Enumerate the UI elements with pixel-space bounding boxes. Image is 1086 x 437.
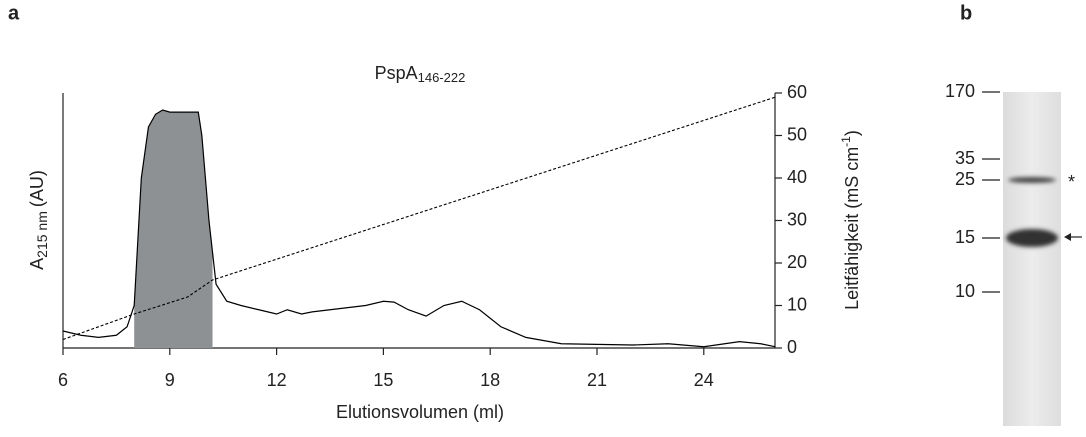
chart-title: PspA146-222 xyxy=(375,63,466,86)
title-sub: 146-222 xyxy=(418,70,466,85)
marker-label: 35 xyxy=(955,148,975,168)
y2-label-end: ) xyxy=(842,130,862,136)
title-main: PspA xyxy=(375,63,418,83)
marker-label: 10 xyxy=(955,281,975,301)
marker-label: 25 xyxy=(955,169,975,189)
absorbance-line xyxy=(62,109,776,348)
y2-tick-label: 60 xyxy=(787,82,807,102)
marker-label: 15 xyxy=(955,227,975,247)
arrow-head xyxy=(1064,233,1071,241)
x-tick-label: 18 xyxy=(480,370,500,390)
gel-band xyxy=(1008,177,1056,183)
x-tick-label: 12 xyxy=(267,370,287,390)
y2-tick-label: 30 xyxy=(787,209,807,229)
panel-label: b xyxy=(960,2,972,24)
shaded-fraction xyxy=(134,110,213,348)
x-tick-label: 24 xyxy=(694,370,714,390)
x-tick-label: 6 xyxy=(58,370,68,390)
y-axis-label: A215 nm (AU) xyxy=(27,170,50,270)
conductivity-line xyxy=(62,96,776,341)
y2-label-main: Leitfähigkeit (mS cm xyxy=(842,147,862,310)
y2-axis-label: Leitfähigkeit (mS cm-1) xyxy=(839,130,862,310)
x-tick-label: 21 xyxy=(587,370,607,390)
y2-label-sup: -1 xyxy=(839,136,853,147)
panel-label: a xyxy=(8,2,20,24)
y2-tick-label: 10 xyxy=(787,294,807,314)
y-label-main: A xyxy=(27,258,47,270)
y-label-unit: (AU) xyxy=(27,170,47,207)
band-star: * xyxy=(1068,172,1075,192)
x-tick-label: 15 xyxy=(373,370,393,390)
y2-tick-label: 40 xyxy=(787,167,807,187)
gel-band xyxy=(1006,229,1058,247)
y2-tick-label: 0 xyxy=(787,337,797,357)
y-label-sub: 215 nm xyxy=(34,211,50,258)
x-axis-label: Elutionsvolumen (ml) xyxy=(336,402,504,422)
marker-label: 170 xyxy=(945,81,975,101)
y2-tick-label: 50 xyxy=(787,124,807,144)
gel-lane xyxy=(1003,92,1061,426)
y2-tick-label: 20 xyxy=(787,252,807,272)
x-tick-label: 9 xyxy=(165,370,175,390)
